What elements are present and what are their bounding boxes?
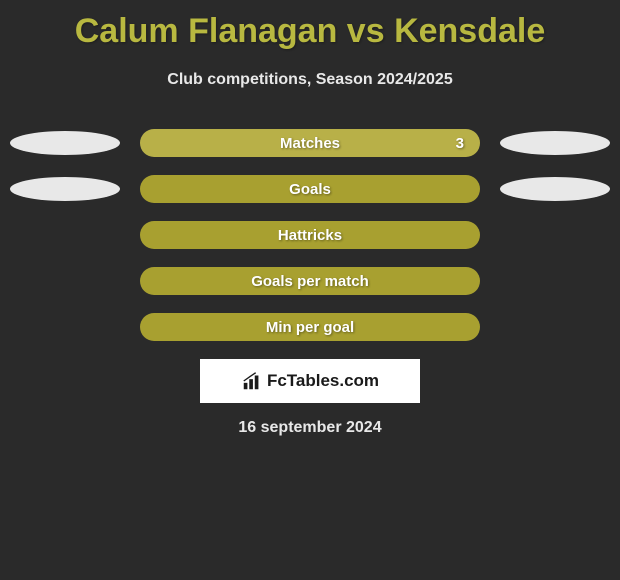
stat-bar: Hattricks [140, 221, 480, 249]
stat-label: Goals per match [251, 273, 369, 290]
stat-row-hattricks: Hattricks [10, 221, 610, 249]
logo-content: FcTables.com [241, 370, 379, 392]
page-title: Calum Flanagan vs Kensdale [0, 0, 620, 51]
page-subtitle: Club competitions, Season 2024/2025 [0, 71, 620, 89]
stat-label: Hattricks [278, 227, 342, 244]
stats-container: Matches 3 Goals Hattricks Goals per matc… [0, 129, 620, 341]
stat-label: Goals [289, 181, 331, 198]
stat-bar: Goals [140, 175, 480, 203]
stat-value: 3 [456, 135, 464, 152]
stat-bar: Min per goal [140, 313, 480, 341]
right-ellipse [500, 177, 610, 201]
left-ellipse [10, 177, 120, 201]
logo-text: FcTables.com [267, 371, 379, 391]
left-ellipse [10, 131, 120, 155]
stat-bar: Matches 3 [140, 129, 480, 157]
chart-icon [241, 370, 263, 392]
stat-row-matches: Matches 3 [10, 129, 610, 157]
stat-label: Matches [280, 135, 340, 152]
date-text: 16 september 2024 [0, 419, 620, 437]
stat-bar: Goals per match [140, 267, 480, 295]
stat-row-goals-per-match: Goals per match [10, 267, 610, 295]
stat-row-min-per-goal: Min per goal [10, 313, 610, 341]
stat-label: Min per goal [266, 319, 354, 336]
logo-box: FcTables.com [200, 359, 420, 403]
stat-row-goals: Goals [10, 175, 610, 203]
right-ellipse [500, 131, 610, 155]
